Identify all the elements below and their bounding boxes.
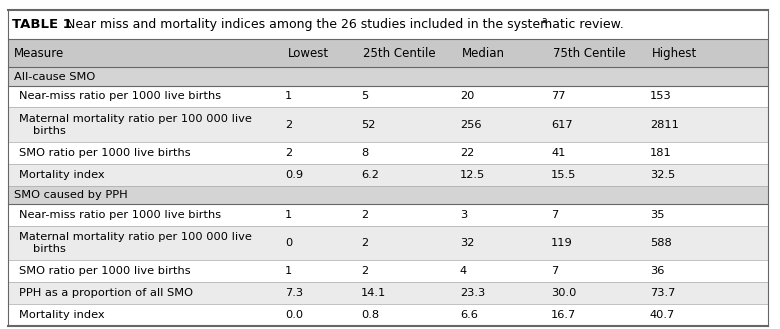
- Text: 23.3: 23.3: [460, 288, 485, 298]
- Text: Highest: Highest: [652, 47, 697, 60]
- Text: Maternal mortality ratio per 100 000 live: Maternal mortality ratio per 100 000 liv…: [20, 114, 252, 124]
- Text: 1: 1: [285, 210, 292, 220]
- Bar: [8, 10, 768, 39]
- Text: 12.5: 12.5: [460, 170, 485, 180]
- Text: 2: 2: [361, 238, 368, 248]
- Bar: [8, 142, 768, 164]
- Text: Lowest: Lowest: [288, 47, 328, 60]
- Text: 22: 22: [460, 148, 474, 158]
- Text: 52: 52: [361, 120, 375, 130]
- Text: 16.7: 16.7: [551, 310, 576, 320]
- Text: 8: 8: [361, 148, 368, 158]
- Text: 7: 7: [551, 210, 558, 220]
- Bar: [8, 86, 768, 107]
- Text: 77: 77: [551, 91, 565, 101]
- Text: 20: 20: [460, 91, 474, 101]
- Text: Maternal mortality ratio per 100 000 live: Maternal mortality ratio per 100 000 liv…: [20, 232, 252, 242]
- Text: births: births: [34, 126, 66, 136]
- Text: 2811: 2811: [650, 120, 679, 130]
- Text: All-cause SMO: All-cause SMO: [14, 71, 95, 82]
- Text: 15.5: 15.5: [551, 170, 576, 180]
- Bar: [8, 204, 768, 226]
- Text: 7.3: 7.3: [285, 288, 303, 298]
- Text: 6.2: 6.2: [361, 170, 379, 180]
- Text: 0.9: 0.9: [285, 170, 303, 180]
- Text: Near miss and mortality indices among the 26 studies included in the systematic : Near miss and mortality indices among th…: [66, 18, 624, 31]
- Text: 35: 35: [650, 210, 665, 220]
- Text: 1: 1: [285, 266, 292, 276]
- Text: 119: 119: [551, 238, 573, 248]
- Text: 32.5: 32.5: [650, 170, 675, 180]
- Bar: [8, 39, 768, 67]
- Text: 32: 32: [460, 238, 474, 248]
- Text: 3: 3: [460, 210, 467, 220]
- Text: 5: 5: [361, 91, 368, 101]
- Text: Near-miss ratio per 1000 live births: Near-miss ratio per 1000 live births: [20, 210, 222, 220]
- Text: 0.0: 0.0: [285, 310, 303, 320]
- Text: 256: 256: [460, 120, 481, 130]
- Text: a: a: [542, 16, 548, 25]
- Text: 2: 2: [361, 266, 368, 276]
- Text: SMO ratio per 1000 live births: SMO ratio per 1000 live births: [20, 148, 191, 158]
- Text: Measure: Measure: [14, 47, 64, 60]
- Text: 617: 617: [551, 120, 573, 130]
- Bar: [8, 164, 768, 186]
- Text: 153: 153: [650, 91, 672, 101]
- Text: 36: 36: [650, 266, 665, 276]
- Bar: [8, 67, 768, 86]
- Text: 40.7: 40.7: [650, 310, 675, 320]
- Text: 588: 588: [650, 238, 672, 248]
- Text: SMO ratio per 1000 live births: SMO ratio per 1000 live births: [20, 266, 191, 276]
- Text: 2: 2: [285, 148, 292, 158]
- Text: PPH as a proportion of all SMO: PPH as a proportion of all SMO: [20, 288, 193, 298]
- Text: 41: 41: [551, 148, 565, 158]
- Text: births: births: [34, 244, 66, 254]
- Text: 6.6: 6.6: [460, 310, 478, 320]
- Text: 7: 7: [551, 266, 558, 276]
- Text: 0: 0: [285, 238, 292, 248]
- Text: Mortality index: Mortality index: [20, 310, 105, 320]
- Text: 25th Centile: 25th Centile: [363, 47, 436, 60]
- Text: 30.0: 30.0: [551, 288, 576, 298]
- Bar: [8, 282, 768, 304]
- Text: Median: Median: [463, 47, 505, 60]
- Text: TABLE 1: TABLE 1: [12, 18, 72, 31]
- Text: 73.7: 73.7: [650, 288, 675, 298]
- Text: 4: 4: [460, 266, 467, 276]
- Text: 0.8: 0.8: [361, 310, 379, 320]
- Text: Mortality index: Mortality index: [20, 170, 105, 180]
- Text: 2: 2: [361, 210, 368, 220]
- Text: 1: 1: [285, 91, 292, 101]
- Bar: [8, 107, 768, 142]
- Text: 2: 2: [285, 120, 292, 130]
- Bar: [8, 226, 768, 260]
- Text: 14.1: 14.1: [361, 288, 386, 298]
- Text: 181: 181: [650, 148, 672, 158]
- Text: Near-miss ratio per 1000 live births: Near-miss ratio per 1000 live births: [20, 91, 222, 101]
- Bar: [8, 186, 768, 204]
- Text: SMO caused by PPH: SMO caused by PPH: [14, 190, 128, 200]
- Bar: [8, 260, 768, 282]
- Text: 75th Centile: 75th Centile: [554, 47, 626, 60]
- Bar: [8, 304, 768, 326]
